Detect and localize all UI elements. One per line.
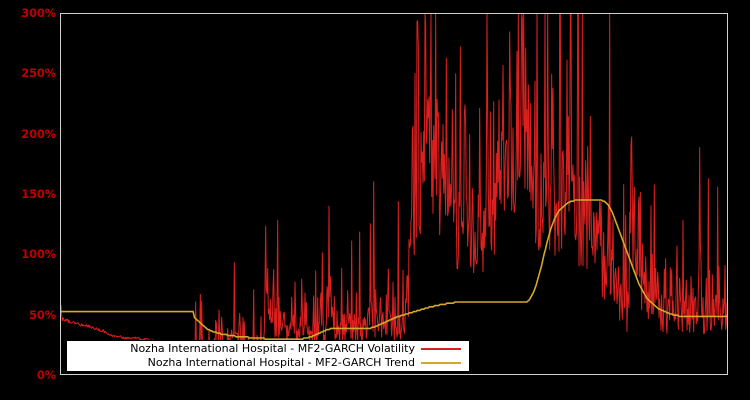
y-tick-label-300%: 300% bbox=[21, 6, 56, 20]
plot-area bbox=[60, 13, 728, 375]
legend-swatch-trend bbox=[421, 356, 461, 370]
legend-label-trend: Nozha International Hospital - MF2-GARCH… bbox=[147, 356, 415, 369]
legend-entry-trend: Nozha International Hospital - MF2-GARCH… bbox=[67, 356, 469, 370]
y-tick-label-100%: 100% bbox=[21, 247, 56, 262]
y-axis-tick-labels: 0% 50% 100% 150% 200% 250% 300% bbox=[0, 0, 56, 400]
legend-line-volatility bbox=[421, 348, 461, 350]
chart-legend: Nozha International Hospital - MF2-GARCH… bbox=[66, 340, 470, 372]
legend-label-volatility: Nozha International Hospital - MF2-GARCH… bbox=[130, 342, 415, 355]
chart-svg bbox=[61, 14, 727, 374]
series-group bbox=[61, 14, 727, 357]
legend-entry-volatility: Nozha International Hospital - MF2-GARCH… bbox=[67, 342, 469, 356]
y-tick-label-200%: 200% bbox=[21, 126, 56, 141]
series-line-trend bbox=[61, 200, 727, 339]
series-line-volatility bbox=[61, 14, 727, 357]
y-tick-label-150%: 150% bbox=[21, 187, 56, 201]
legend-line-trend bbox=[421, 362, 461, 364]
legend-swatch-volatility bbox=[421, 342, 461, 356]
y-tick-label-50%: 50% bbox=[29, 307, 56, 322]
y-tick-label-250%: 250% bbox=[21, 66, 56, 81]
y-tick-label-0%: 0% bbox=[36, 368, 56, 382]
